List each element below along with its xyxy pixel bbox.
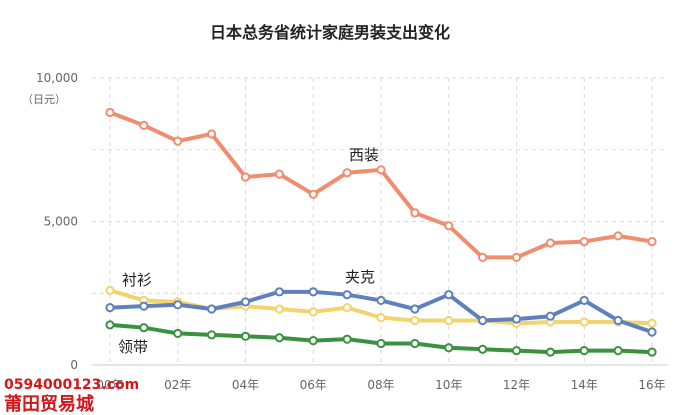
y-tick-label: 10,000	[36, 71, 78, 85]
data-point	[613, 315, 623, 326]
data-point	[478, 315, 488, 326]
x-tick-label: 12年	[503, 378, 530, 392]
data-point	[173, 328, 183, 339]
data-point	[207, 304, 217, 314]
data-point	[579, 295, 589, 306]
data-point	[444, 290, 454, 300]
x-tick-label: 02年	[164, 378, 191, 392]
data-point	[308, 307, 318, 317]
data-point	[579, 317, 589, 327]
data-point	[240, 297, 251, 307]
data-point	[613, 346, 623, 356]
data-point	[105, 285, 115, 295]
data-point	[410, 208, 420, 218]
data-point	[342, 334, 352, 344]
data-point	[444, 343, 454, 353]
data-point	[511, 314, 522, 324]
series-label: 领带	[118, 338, 148, 356]
data-point	[579, 236, 589, 247]
y-axis-ticks: 0 5,000 10,000	[36, 71, 78, 372]
data-point	[240, 172, 251, 182]
data-point	[105, 303, 115, 313]
data-point	[376, 295, 386, 306]
data-point	[410, 304, 420, 314]
data-point	[105, 107, 115, 118]
y-tick-label: 5,000	[44, 215, 78, 229]
data-point	[274, 169, 284, 179]
series-label: 夹克	[345, 268, 375, 286]
data-point	[647, 347, 657, 357]
data-point	[342, 303, 352, 313]
x-tick-label: 16年	[638, 378, 665, 392]
x-tick-label: 00年	[96, 378, 123, 392]
data-point	[511, 252, 522, 262]
data-point	[139, 323, 149, 333]
data-point	[308, 287, 318, 297]
watermark: 0594000123.com 莆田贸易城	[4, 377, 139, 415]
data-point	[579, 346, 589, 356]
data-point	[139, 301, 149, 311]
x-axis-ticks: 00年 02年 04年 06年 08年 10年 12年 14年 16年	[96, 378, 665, 392]
data-point	[308, 336, 318, 346]
data-point	[376, 338, 386, 349]
data-point	[647, 318, 657, 328]
data-point	[613, 231, 623, 241]
data-point	[647, 327, 657, 337]
y-tick-label: 0	[70, 358, 78, 372]
y-axis-unit: （日元）	[22, 93, 66, 106]
data-point	[410, 315, 420, 326]
data-point	[444, 315, 454, 326]
data-point	[511, 346, 522, 356]
data-point	[173, 300, 183, 310]
data-point	[308, 189, 318, 199]
data-point	[207, 330, 217, 340]
data-point	[274, 287, 284, 297]
x-tick-label: 08年	[367, 378, 394, 392]
data-point	[545, 347, 555, 357]
series-label: 衬衫	[122, 271, 152, 289]
x-tick-label: 14年	[571, 378, 598, 392]
x-tick-label: 06年	[300, 378, 327, 392]
data-point	[105, 320, 115, 330]
data-point	[173, 136, 183, 146]
data-point	[444, 221, 454, 231]
data-point	[545, 311, 555, 321]
data-point	[342, 290, 352, 300]
data-point	[478, 344, 488, 354]
data-point	[410, 338, 420, 349]
watermark-name: 莆田贸易城	[4, 393, 94, 415]
data-point	[478, 252, 488, 262]
data-point	[376, 165, 386, 175]
x-tick-label: 10年	[435, 378, 462, 392]
data-point	[139, 120, 149, 130]
data-point	[545, 238, 555, 248]
data-point	[647, 236, 657, 247]
data-point	[274, 333, 284, 343]
data-point	[376, 313, 386, 323]
series-label: 西装	[349, 146, 379, 164]
x-tick-label: 04年	[232, 378, 259, 392]
data-point	[342, 168, 352, 178]
chart-title: 日本总务省统计家庭男装支出变化	[210, 23, 450, 42]
series-lines	[105, 107, 657, 357]
watermark-number: 0594000123.com	[4, 377, 139, 393]
data-point	[207, 129, 217, 139]
data-point	[274, 304, 284, 314]
grid	[92, 77, 668, 366]
data-point	[240, 331, 251, 341]
